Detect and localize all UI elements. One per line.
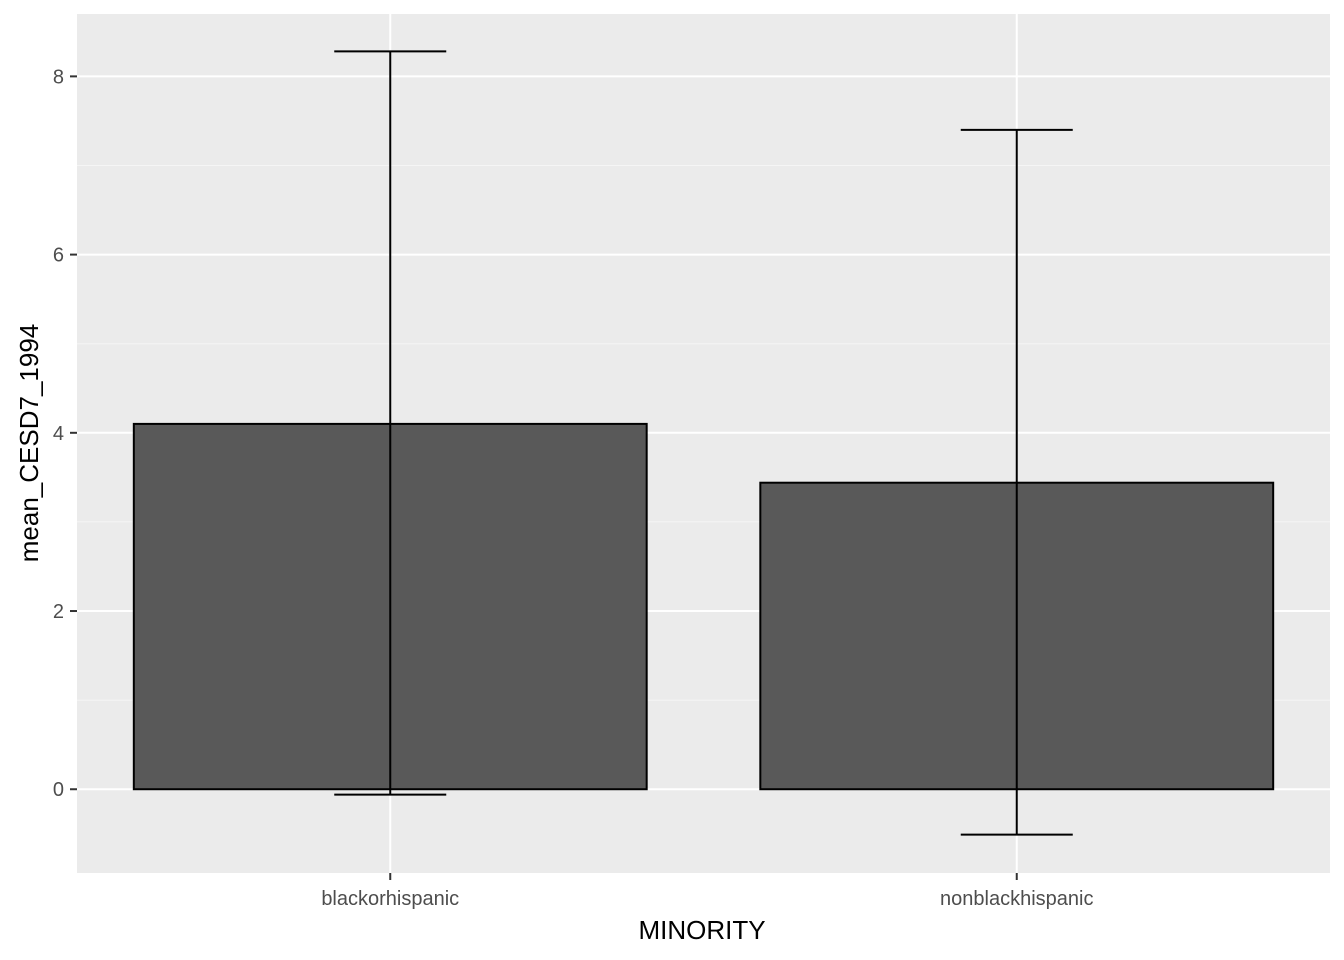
axes: 0 2 4 6 8 blackorhispanic nonblackhispanic xyxy=(53,66,1094,910)
x-tick-label: nonblackhispanic xyxy=(940,888,1093,910)
y-tick-label: 8 xyxy=(53,66,64,88)
x-axis-title: MINORITY xyxy=(638,915,765,945)
y-tick-label: 2 xyxy=(53,601,64,623)
y-tick-label: 6 xyxy=(53,245,64,267)
y-tick-label: 0 xyxy=(53,779,64,801)
error-bars xyxy=(334,50,1073,836)
y-tick-label: 4 xyxy=(53,423,64,445)
x-tick-label: blackorhispanic xyxy=(321,888,459,910)
y-axis-title: mean_CESD7_1994 xyxy=(14,324,44,563)
